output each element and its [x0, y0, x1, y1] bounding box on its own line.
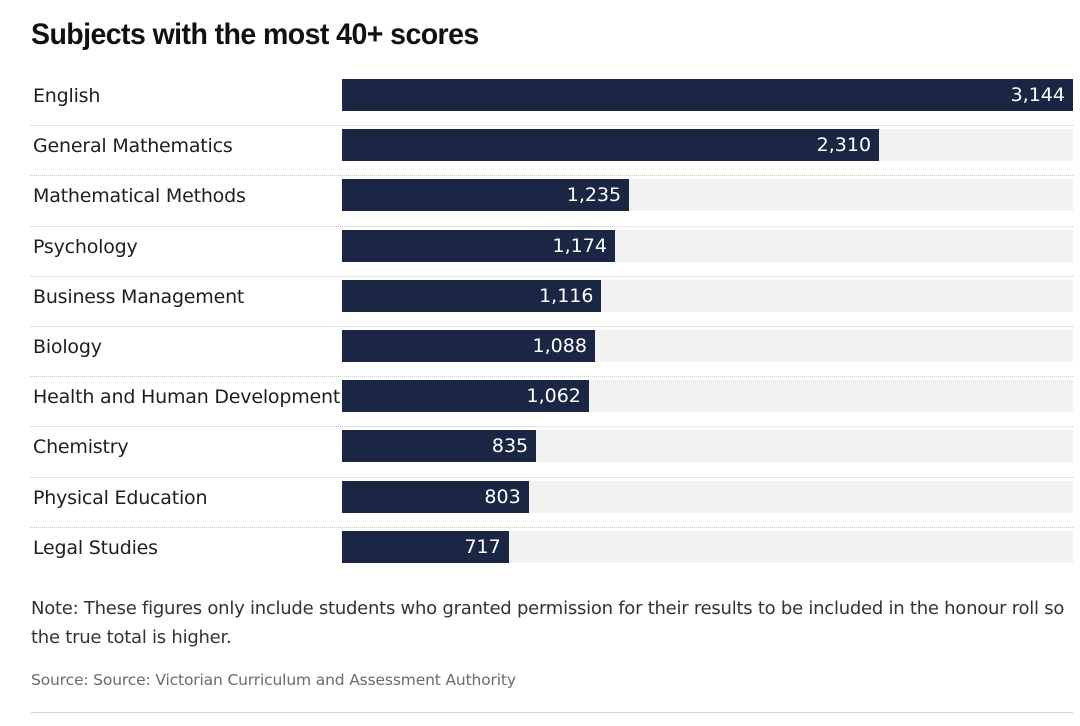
bar-track: 1,062	[342, 380, 1073, 413]
bar-row: Physical Education 803	[31, 478, 1073, 528]
bar-track: 1,116	[342, 279, 1073, 312]
bar-track: 1,088	[342, 329, 1073, 362]
bar: 717	[342, 530, 509, 563]
bar-value-label: 1,062	[526, 385, 581, 408]
bar: 1,116	[342, 279, 602, 312]
bar-track: 803	[342, 480, 1073, 513]
bar-chart: English 3,144 General Mathematics 2,310 Math…	[31, 76, 1073, 578]
chart-source: Source: Source: Victorian Curriculum and…	[31, 671, 516, 689]
bar-value-label: 1,235	[566, 184, 622, 207]
bar: 1,174	[342, 229, 615, 262]
chart-title: Subjects with the most 40+ scores	[31, 18, 479, 51]
bar-track: 1,174	[342, 229, 1073, 262]
bar: 835	[342, 430, 537, 463]
bar: 2,310	[342, 129, 880, 162]
category-label: Legal Studies	[33, 536, 158, 559]
bar: 1,235	[342, 179, 630, 212]
category-label: English	[33, 85, 101, 107]
bar-value-label: 835	[491, 435, 529, 458]
bar: 1,062	[342, 380, 589, 413]
bar-row: Mathematical Methods 1,235	[31, 176, 1073, 227]
category-label: Health and Human Development	[33, 386, 341, 409]
bar-value-label: 3,144	[1010, 84, 1065, 106]
bar-track: 3,144	[342, 79, 1073, 111]
bar-track: 2,310	[342, 129, 1073, 162]
bar-row: Business Management 1,116	[31, 277, 1073, 327]
bar-value-label: 2,310	[816, 134, 872, 157]
bar: 1,088	[342, 329, 595, 362]
category-label: Chemistry	[33, 436, 129, 459]
bottom-divider	[31, 712, 1073, 713]
bar-value-label: 803	[484, 485, 521, 508]
bar: 803	[342, 480, 529, 513]
chart-note: Note: These figures only include student…	[31, 598, 1065, 648]
category-label: Psychology	[33, 235, 138, 258]
bar-value-label: 1,088	[532, 334, 587, 357]
bar-track: 1,235	[342, 179, 1073, 212]
bar-track: 835	[342, 430, 1073, 463]
bar-value-label: 1,174	[552, 234, 607, 257]
bar-row: Chemistry 835	[31, 427, 1073, 478]
bar-row: Biology 1,088	[31, 327, 1073, 378]
bar-track: 717	[342, 530, 1073, 563]
category-label: General Mathematics	[33, 135, 233, 158]
category-label: Physical Education	[33, 486, 208, 509]
bar-row: Legal Studies 717	[31, 528, 1073, 578]
bar-value-label: 717	[464, 535, 501, 558]
bar-row: General Mathematics 2,310	[31, 126, 1073, 177]
category-label: Biology	[33, 335, 102, 358]
category-label: Mathematical Methods	[33, 185, 246, 208]
bar-value-label: 1,116	[539, 284, 594, 307]
bar-row: Psychology 1,174	[31, 227, 1073, 277]
bar-row: English 3,144	[31, 76, 1073, 127]
bar-row: Health and Human Development 1,062	[31, 377, 1073, 428]
bar: 3,144	[342, 79, 1073, 111]
category-label: Business Management	[33, 285, 245, 308]
